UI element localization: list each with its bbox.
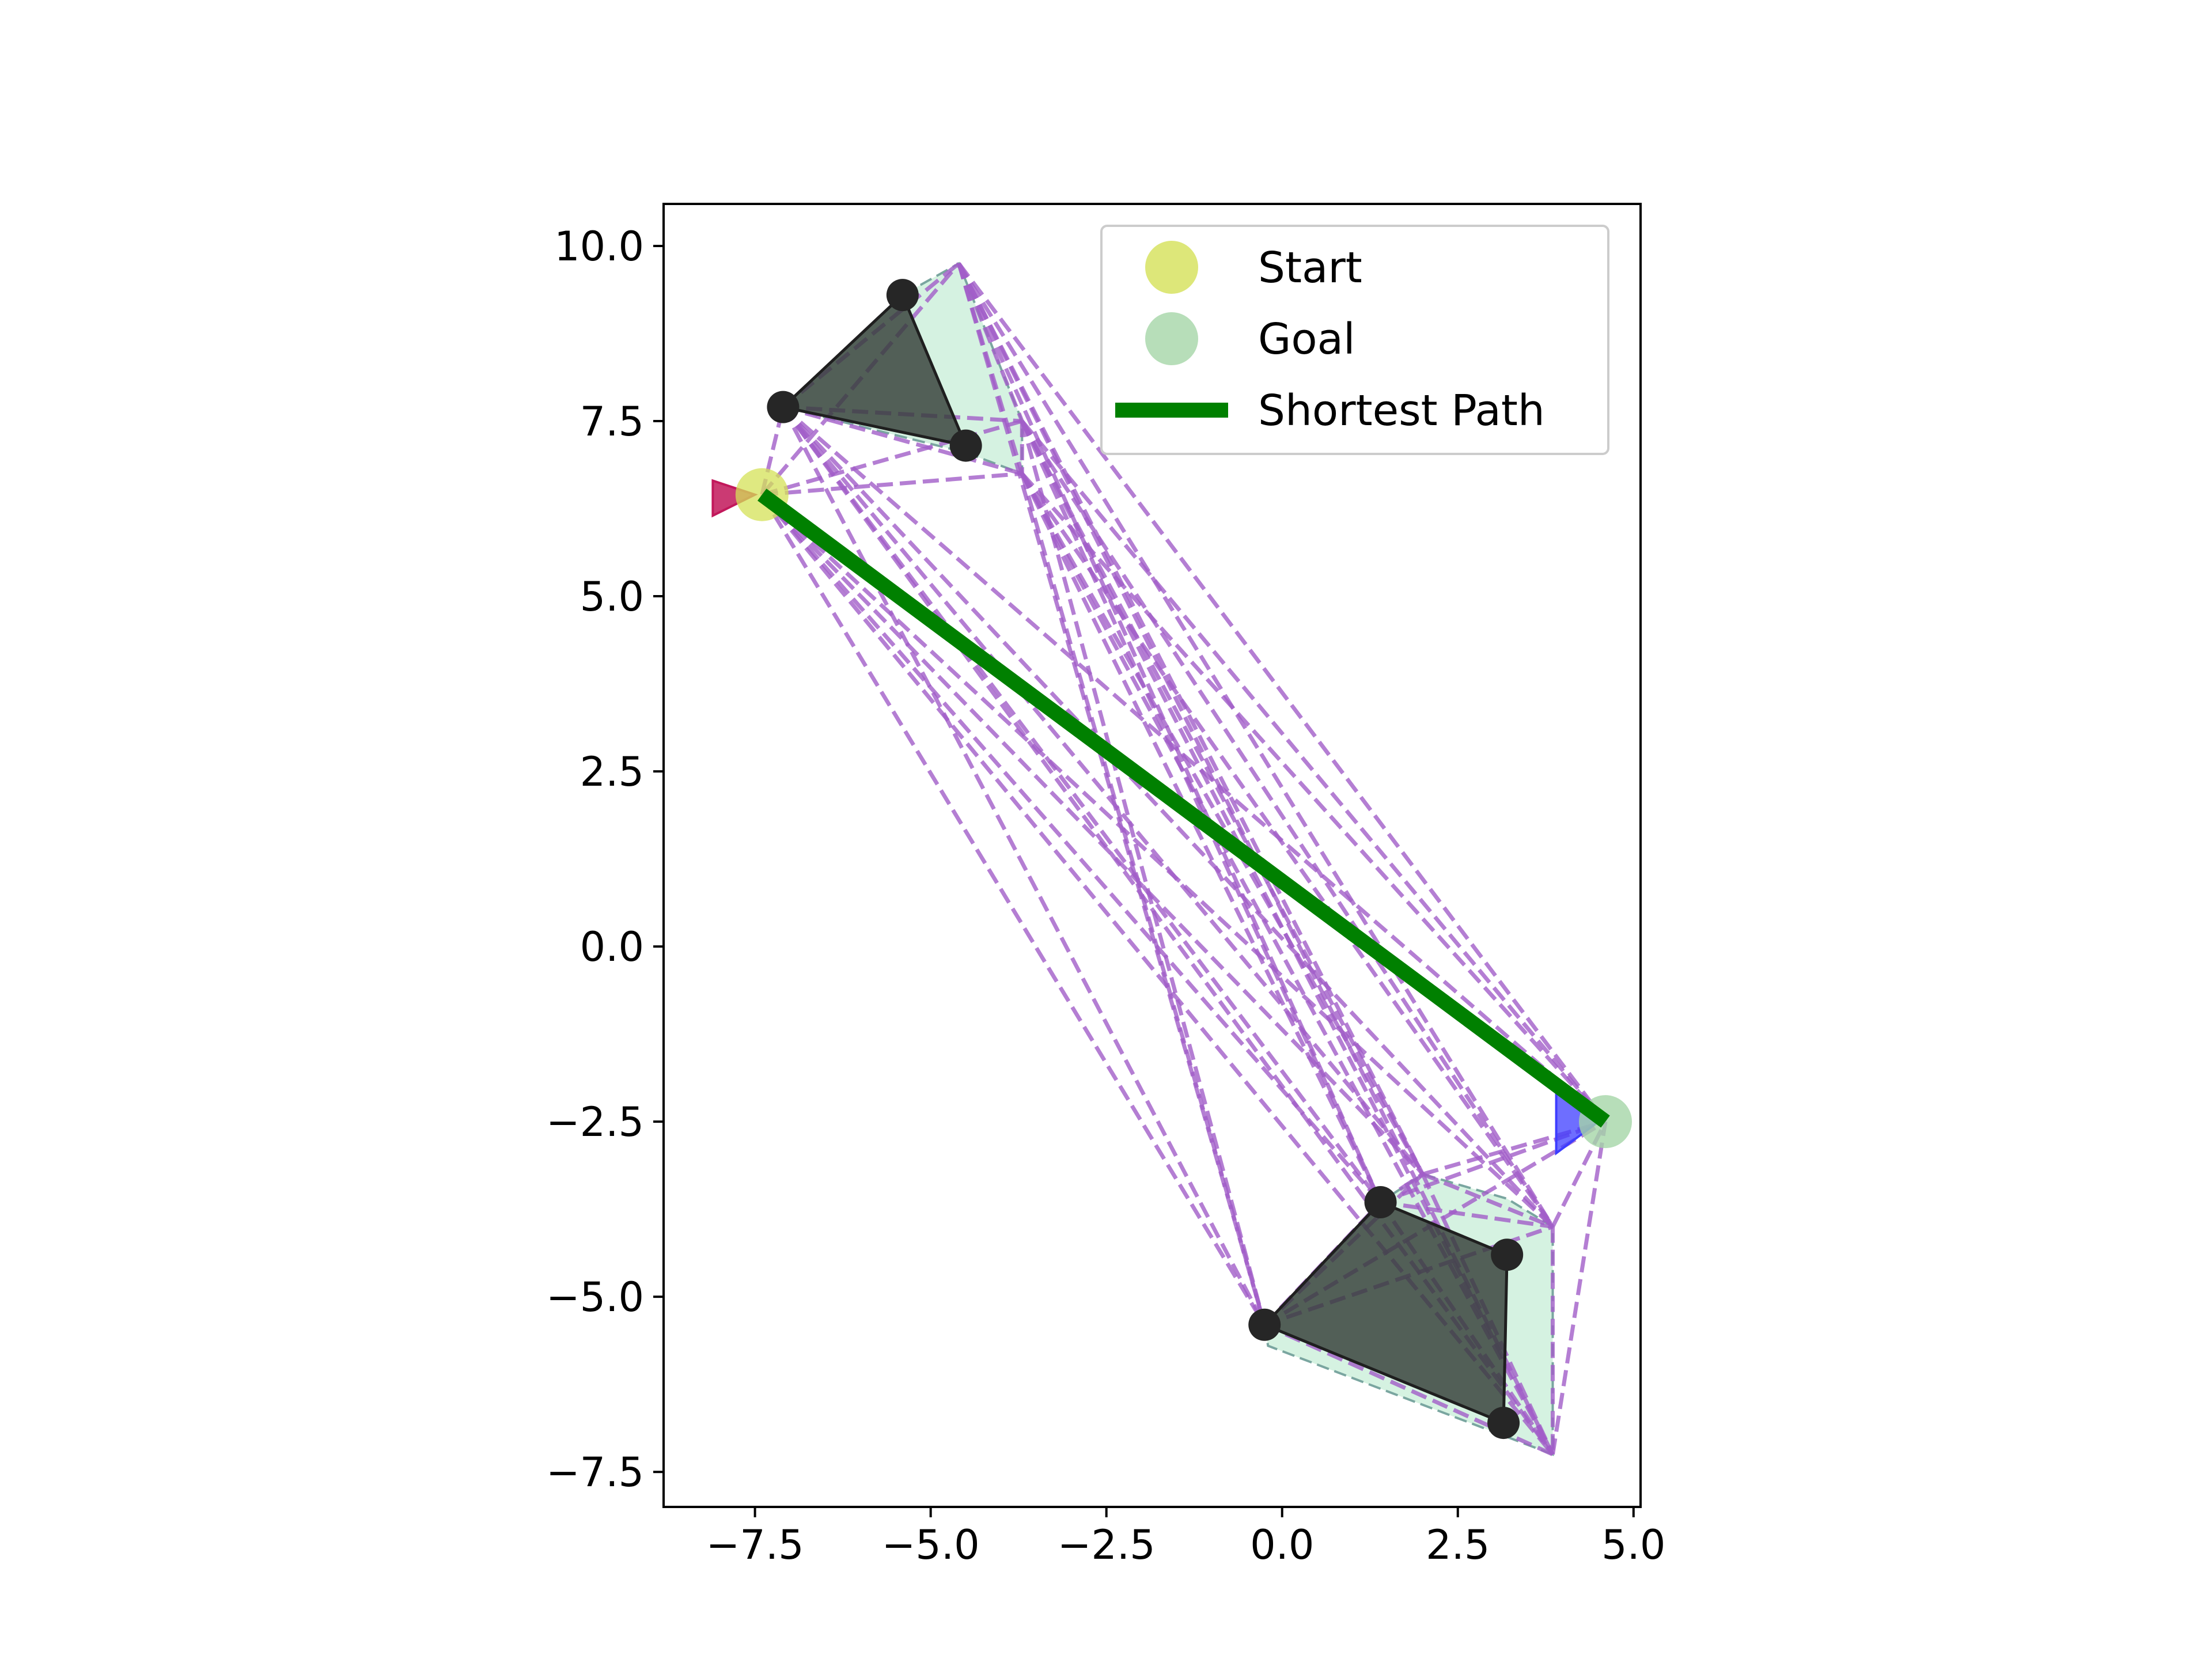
obstacle-vertex — [767, 391, 800, 423]
graph-edge — [782, 405, 1023, 476]
y-tick-label: 0.0 — [580, 923, 644, 971]
graph-edge — [1020, 420, 1382, 1203]
obstacle-vertex — [1364, 1185, 1397, 1218]
obstacle-vertex — [949, 429, 982, 462]
obstacles — [767, 279, 1524, 1440]
graph-edge — [957, 262, 1607, 1123]
graph-edge — [760, 493, 1554, 1229]
visibility-graph-edges — [760, 262, 1608, 1456]
graph-edge — [1421, 1173, 1555, 1456]
start-marker — [711, 479, 758, 518]
legend-marker — [1145, 312, 1198, 365]
graph-edge — [1380, 1200, 1553, 1229]
y-tick-label: 7.5 — [580, 398, 644, 445]
graph-edge — [957, 262, 1382, 1203]
x-tick-label: −2.5 — [1058, 1521, 1156, 1569]
x-tick-label: 2.5 — [1426, 1521, 1490, 1569]
graph-edge — [760, 493, 1382, 1204]
graph-edge — [1020, 472, 1555, 1228]
y-tick-label: 10.0 — [554, 223, 644, 270]
graph-edge — [1020, 473, 1267, 1325]
x-axis: −7.5 −5.0 −2.5 0.0 2.5 5.0 — [706, 1507, 1665, 1569]
graph-edge — [1263, 1120, 1607, 1327]
graph-edge — [762, 471, 1022, 497]
legend-box — [1100, 225, 1609, 455]
graph-edge — [1020, 419, 1607, 1123]
y-tick-label: 5.0 — [580, 573, 644, 620]
obstacle-vertex — [1491, 1238, 1524, 1271]
y-axis: −7.5 −5.0 −2.5 0.0 2.5 5.0 7.5 10.0 — [546, 223, 664, 1496]
legend: Start Goal Shortest Path — [1100, 225, 1609, 455]
x-tick-label: −5.0 — [882, 1521, 980, 1569]
x-tick-label: 5.0 — [1601, 1521, 1665, 1569]
graph-edge — [781, 406, 1425, 1176]
graph-edge — [1020, 421, 1267, 1325]
shortest-path-line — [757, 488, 1610, 1128]
graph-edge — [781, 406, 1555, 1228]
y-tick-label: −2.5 — [546, 1099, 644, 1146]
legend-label: Shortest Path — [1258, 386, 1545, 435]
legend-marker — [1145, 241, 1198, 294]
graph-edge — [1020, 472, 1607, 1123]
y-tick-label: −5.0 — [546, 1274, 644, 1321]
graph-edge — [1422, 1172, 1554, 1229]
x-tick-label: −7.5 — [706, 1521, 804, 1569]
y-tick-label: −7.5 — [546, 1449, 644, 1496]
legend-label: Start — [1258, 243, 1362, 293]
graph-edge — [1020, 420, 1555, 1228]
legend-label: Goal — [1258, 315, 1355, 364]
graph-edge — [957, 262, 1555, 1228]
start-goal-markers — [711, 468, 1632, 1156]
graph-edge — [781, 406, 1267, 1326]
plot-frame — [662, 203, 1642, 1508]
obstacle-top — [780, 292, 968, 448]
shortest-path-layer — [757, 488, 1610, 1128]
graph-edge — [782, 406, 1607, 1123]
y-tick-label: 2.5 — [580, 748, 644, 796]
obstacle-vertex — [886, 279, 919, 312]
graph-edge — [1422, 1119, 1606, 1176]
obstacle-vertex — [1487, 1407, 1520, 1440]
graph-edge — [1020, 472, 1425, 1176]
graph-edge — [760, 493, 1267, 1326]
graph-edge — [1020, 472, 1382, 1203]
graph-edge — [1551, 1121, 1608, 1455]
x-tick-label: 0.0 — [1250, 1521, 1314, 1569]
obstacle-vertex — [1248, 1308, 1281, 1341]
